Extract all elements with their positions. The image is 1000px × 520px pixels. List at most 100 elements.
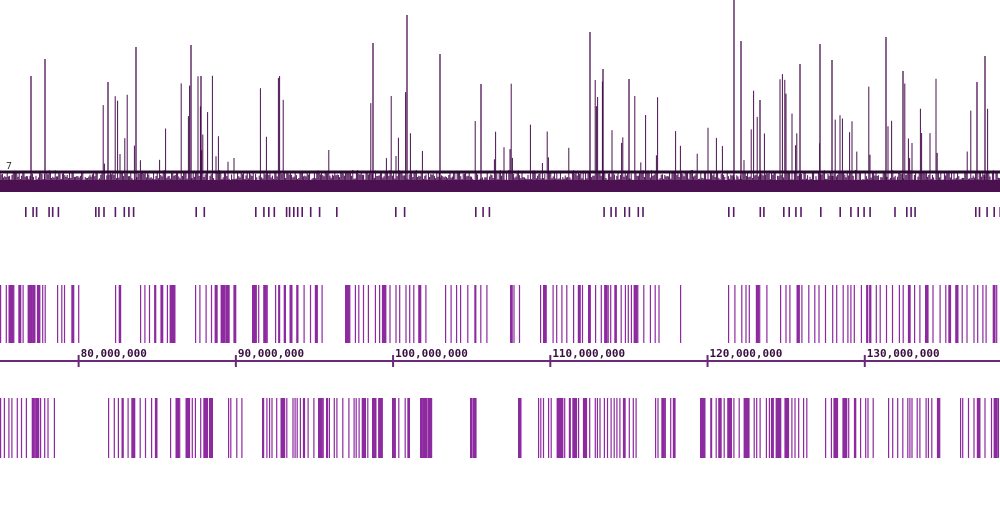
peak-mark [732,207,735,217]
gene-feature [796,285,800,343]
peaks-track [25,207,1000,217]
gene-feature [808,285,810,343]
peak-mark [642,207,644,217]
gene-feature [78,285,80,343]
gene-feature [997,398,999,458]
gene-feature [195,285,197,343]
gene-feature [348,398,350,458]
gene-feature [628,398,630,458]
gene-feature [5,285,7,343]
gene-feature [902,285,904,343]
gene-feature [996,285,998,343]
gene-feature [405,285,407,343]
gene-feature [263,285,267,343]
gene-feature [654,285,656,343]
gene-feature [836,398,839,458]
gene-feature [931,398,933,458]
gene-feature [715,398,717,458]
gene-feature [635,398,637,458]
gene-feature [556,398,562,458]
peak-mark [48,207,50,217]
gene-feature [22,285,24,343]
peak-mark [820,207,822,217]
gene-feature [8,285,14,343]
gene-feature [633,285,638,343]
peak-mark [628,207,631,217]
gene-feature [599,398,601,458]
gene-feature [540,398,542,458]
gene-feature [914,285,916,343]
gene-feature [71,285,75,343]
gene-feature [976,398,980,458]
gene-feature [170,398,172,458]
gene-feature [409,285,411,343]
peak-mark [488,207,491,217]
gene-feature [657,398,659,458]
gene-feature [643,285,645,343]
gene-feature [210,285,213,343]
gene-feature [191,398,193,458]
peak-mark [783,207,785,217]
gene-feature [35,398,40,458]
peak-mark [839,207,841,217]
gene-feature [622,398,626,458]
gene-feature [358,285,360,343]
gene-feature [225,285,229,343]
gene-feature [418,285,422,343]
gene-feature [748,398,750,458]
gene-feature [548,398,550,458]
gene-feature [780,285,782,343]
gene-feature [566,285,568,343]
gene-feature [289,285,293,343]
gene-feature [358,398,360,458]
gene-feature [172,285,176,343]
gene-feature [710,398,713,458]
peak-mark [273,207,276,217]
gene-feature [299,398,301,458]
peak-mark [318,207,321,217]
ruler-tick-label: 100,000,000 [395,347,468,360]
gene-feature [753,398,755,458]
peak-mark [482,207,484,217]
peak-mark [263,207,265,217]
gene-feature [700,398,705,458]
gene-feature [233,285,237,343]
gene-feature [604,285,608,343]
gene-feature [670,398,672,458]
gene-feature [271,398,273,458]
gene-feature [27,285,33,343]
gene-feature [610,398,612,458]
gene-feature [113,398,115,458]
gene-feature [148,285,151,343]
gene-feature [973,285,975,343]
gene-feature [42,285,44,343]
gene-feature [833,398,837,458]
gene-feature [286,398,288,458]
peak-mark [986,207,988,217]
gene-feature [252,285,257,343]
peak-mark [128,207,130,217]
gene-feature [932,285,934,343]
gene-feature [869,285,872,343]
gene-feature [607,285,609,343]
gene-feature [361,398,366,458]
gene-feature [309,285,312,343]
peak-mark [615,207,617,217]
gene-feature [798,398,800,458]
gene-feature [704,398,706,458]
gene-feature [40,398,42,458]
gene-feature [292,398,294,458]
gene-feature [450,285,452,343]
ruler-ticks: 80,000,000 90,000,000 100,000,000 110,000,0… [77,347,940,367]
gene-feature [853,398,857,458]
gene-feature [661,398,665,458]
gene-feature [961,285,963,343]
gene-feature [25,398,27,458]
gene-feature [561,285,563,343]
gene-feature [205,398,207,458]
gene-feature [925,285,929,343]
gene-feature [121,398,124,458]
ruler-tick-label: 90,000,000 [238,347,304,360]
gene-feature [427,398,433,458]
gene-feature [169,285,174,343]
